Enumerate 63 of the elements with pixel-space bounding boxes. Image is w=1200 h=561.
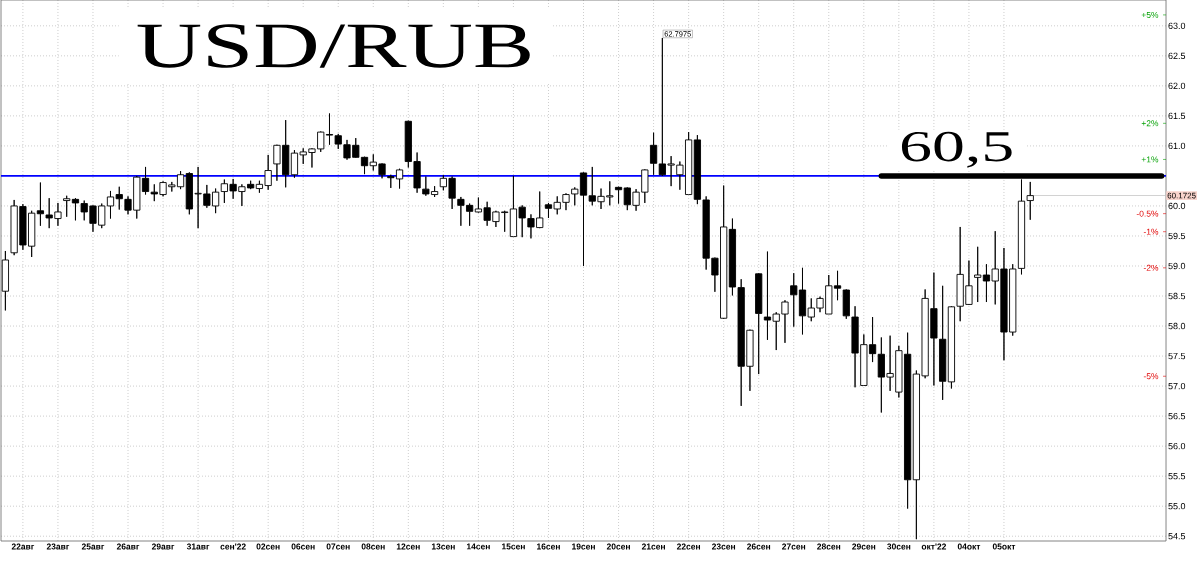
x-tick-label: 15сен (501, 543, 525, 550)
x-tick-label: 29сен (852, 543, 876, 550)
y-tick-label: 61.5 (1168, 112, 1186, 120)
y-tick-label: 54.5 (1168, 533, 1186, 540)
candlestick (974, 246, 982, 303)
y-tick-label: 59.5 (1168, 232, 1186, 240)
x-tick-label: окт'22 (921, 543, 947, 550)
x-tick-label: 20сен (606, 543, 630, 550)
y-tick-label: 55.0 (1168, 503, 1186, 510)
x-tick-label: 06сен (291, 543, 315, 550)
y-tick-label: 55.5 (1168, 473, 1186, 480)
x-tick-label: 14сен (466, 543, 490, 550)
x-tick-label: 19сен (572, 543, 595, 550)
y2-tick-label: +1% (1141, 156, 1159, 163)
x-tick-label: сен'22 (220, 543, 246, 550)
y-tick-label: 63.0 (1168, 22, 1186, 29)
x-tick-label: 23авг (46, 543, 70, 550)
y-tick-label: 56.5 (1168, 412, 1186, 420)
y2-tick-label: -0.5% (1136, 210, 1159, 217)
candlestick (842, 288, 850, 320)
x-tick-label: 27сен (782, 543, 806, 550)
candlestick (755, 272, 763, 375)
x-tick-label: 26сен (747, 543, 771, 550)
y-tick-label: 58.5 (1168, 292, 1186, 300)
x-tick-label: 07сен (326, 543, 350, 550)
y2-tick-label: -2% (1143, 264, 1159, 271)
x-tick-label: 31авг (186, 543, 210, 550)
x-tick-label: 22авг (11, 543, 35, 550)
y-tick-label: 60.0 (1168, 202, 1186, 210)
x-tick-label: 25авг (81, 543, 105, 550)
x-tick-label: 26авг (116, 543, 140, 550)
y2-tick-label: -1% (1143, 228, 1159, 235)
y-tick-label: 62.0 (1168, 82, 1186, 90)
x-tick-label: 08сен (361, 543, 385, 550)
candlestick (649, 132, 658, 176)
x-tick-label: 22сен (676, 543, 701, 550)
x-tick-label: 29авг (151, 543, 175, 550)
x-tick-label: 23сен (711, 543, 736, 550)
candlestick (36, 182, 45, 227)
candlestick (614, 186, 623, 204)
y2-tick-label: +2% (1141, 120, 1159, 127)
x-tick-label: 21сен (641, 543, 665, 550)
y-tick-label: 57.0 (1168, 382, 1186, 390)
y-tick-label: 58.0 (1168, 322, 1186, 330)
x-tick-label: 05окт (992, 543, 1016, 550)
annotation: 60,5 (901, 131, 1012, 168)
x-tick-label: 16сен (537, 543, 560, 550)
y-tick-label: 62.5 (1168, 52, 1186, 60)
y2-tick-label: +5% (1141, 11, 1159, 18)
x-tick-label: 12сен (396, 543, 420, 550)
y-tick-label: 57.5 (1168, 352, 1186, 360)
x-tick-label: 02сен (256, 543, 280, 550)
candlestick (1, 250, 9, 311)
chart-title: USD/RUB (137, 24, 530, 68)
y-tick-label: 56.0 (1168, 442, 1186, 450)
y-tick-label: 59.0 (1168, 262, 1186, 270)
x-tick-label: 30сен (887, 543, 911, 550)
candlestick (939, 285, 947, 401)
x-tick-label: 28сен (817, 543, 841, 550)
y2-tick-label: -5% (1143, 373, 1159, 380)
x-tick-label: 04окт (957, 543, 981, 550)
x-tick-label: 13сен (431, 543, 455, 550)
y-tick-label: 61.0 (1168, 142, 1186, 150)
